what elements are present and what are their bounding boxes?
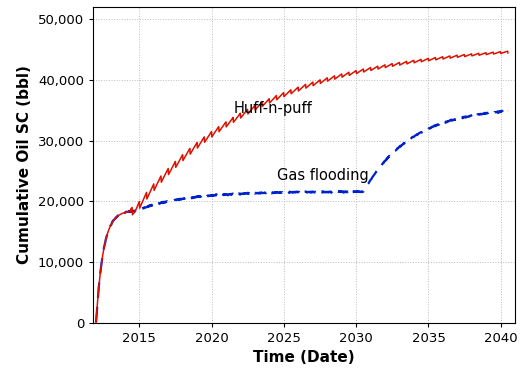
- Y-axis label: Cumulative Oil SC (bbl): Cumulative Oil SC (bbl): [17, 65, 33, 264]
- X-axis label: Time (Date): Time (Date): [254, 350, 355, 366]
- Text: Huff-n-puff: Huff-n-puff: [233, 101, 312, 116]
- Text: Gas flooding: Gas flooding: [277, 168, 369, 183]
